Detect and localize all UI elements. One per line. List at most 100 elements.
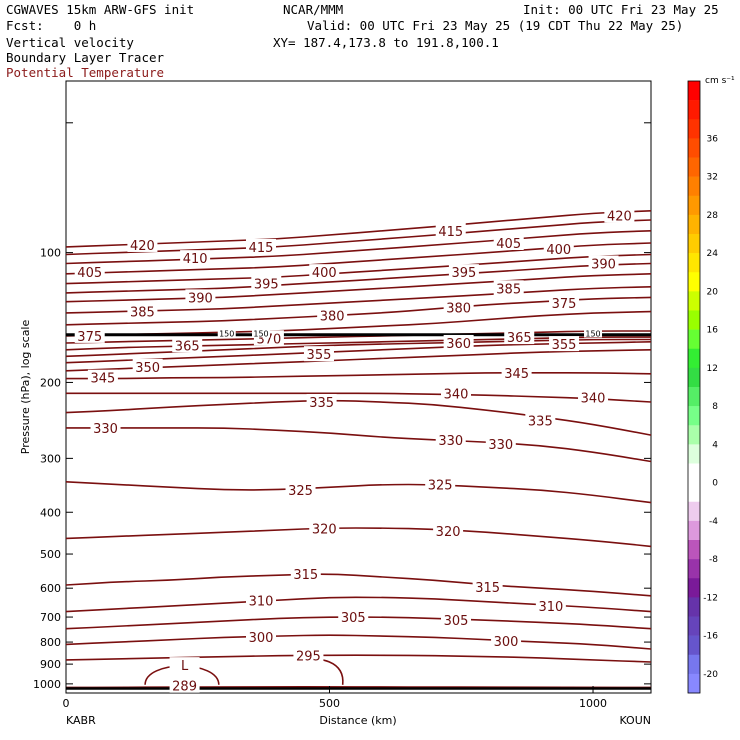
contour-label: 420 — [607, 209, 632, 224]
contour-label: 305 — [444, 614, 469, 629]
contour-label: 390 — [188, 291, 213, 306]
colorbar-swatch — [688, 214, 700, 235]
colorbar-swatch — [688, 81, 700, 101]
y-tick-label: 300 — [40, 452, 61, 465]
y-tick-label: 500 — [40, 548, 61, 561]
colorbar-swatch — [688, 387, 700, 407]
colorbar-tick-label: -16 — [703, 632, 718, 642]
cross-section-endpoints: XY= 187.4,173.8 to 191.8,100.1 — [273, 35, 499, 50]
colorbar-tick-label: -12 — [703, 593, 718, 603]
colorbar-tick-label: 12 — [707, 364, 718, 374]
colorbar-swatch — [688, 597, 700, 617]
y-axis: 100 200 300 400 500 600 700 800 900 1000 — [33, 122, 651, 691]
contour-label-bg — [448, 264, 479, 280]
contour-label: 330 — [488, 438, 513, 453]
colorbar-swatch — [688, 272, 700, 292]
contour-label-bg — [433, 522, 464, 538]
contour-label: 375 — [77, 330, 102, 345]
contour-label: 315 — [293, 568, 318, 583]
colorbar-swatch — [688, 176, 700, 197]
colorbar-swatch — [688, 157, 700, 177]
colorbar-tick-label: 36 — [707, 134, 719, 144]
tracer-label-bg — [584, 328, 603, 338]
contour-label-bg — [338, 609, 369, 625]
colorbar-frame — [687, 80, 701, 694]
contour-label: 365 — [507, 331, 532, 346]
contour-label-bg — [169, 657, 200, 673]
colorbar-swatch — [688, 520, 700, 541]
contour-label: 415 — [249, 241, 274, 256]
contour-label: 315 — [475, 581, 500, 596]
contour-label-bg — [285, 481, 316, 497]
contour-390 — [65, 273, 652, 303]
colorbar-swatch — [688, 654, 700, 675]
plot-frame — [65, 80, 652, 694]
contour-label: 380 — [446, 301, 471, 316]
contour-label-bg — [251, 275, 282, 291]
colorbar-swatch — [688, 463, 700, 483]
colorbar-tick-label: -20 — [703, 670, 718, 680]
contour-label-bg — [441, 385, 471, 401]
contour-label-bg — [306, 393, 337, 409]
contour-310 — [65, 596, 652, 613]
contour-label: 345 — [504, 367, 529, 382]
colorbar-swatch — [688, 253, 700, 273]
contour-label: 385 — [496, 282, 521, 297]
contour-label: 375 — [552, 297, 577, 312]
colorbar-swatch — [688, 444, 700, 464]
colorbar-swatch — [688, 291, 700, 311]
contour-label: 395 — [451, 266, 476, 281]
contour-label-bg — [303, 346, 334, 362]
colorbar-swatch — [688, 673, 700, 694]
contour-295 — [65, 654, 652, 663]
contour-label-bg — [246, 628, 276, 644]
forecast-hour: Fcst: 0 h — [6, 18, 97, 33]
x-tick-label: 500 — [319, 697, 340, 710]
contour-label-bg — [127, 303, 158, 319]
contour-label-bg — [501, 364, 532, 380]
x-axis-label: Distance (km) — [319, 714, 396, 727]
y-axis-label: Pressure (hPa), log scale — [19, 320, 32, 455]
contour-label: 330 — [93, 422, 118, 437]
contour-label: 395 — [254, 278, 279, 293]
contour-label-bg — [443, 334, 474, 350]
contour-label-bg — [87, 369, 118, 385]
field-vertical-velocity: Vertical velocity — [6, 35, 134, 50]
contour-label-bg — [293, 647, 324, 663]
colorbar-swatch — [688, 635, 700, 656]
colorbar-swatch — [688, 482, 700, 503]
contour-label-bg — [578, 389, 609, 405]
contour-label-bg — [504, 329, 535, 345]
contour-label: 415 — [438, 225, 463, 240]
colorbar-tick-label: -4 — [709, 517, 718, 527]
contour-label: L — [181, 659, 189, 674]
contour-label: 405 — [496, 237, 521, 252]
contour-label: 300 — [494, 635, 519, 650]
colorbar-tick-label: 4 — [712, 440, 718, 450]
contour-label-bg — [491, 632, 522, 648]
colorbar-swatch — [688, 367, 700, 388]
contour-label-bg — [290, 565, 321, 581]
valid-time: Valid: 00 UTC Fri 23 May 25 (19 CDT Thu … — [307, 18, 684, 33]
x-axis: 0 500 1000 — [63, 686, 607, 710]
colorbar-swatch — [688, 195, 700, 216]
colorbar-tick-label: 32 — [707, 173, 718, 183]
tracer-label-bg — [217, 328, 236, 338]
contour-395 — [65, 262, 652, 294]
contour-label: 405 — [77, 266, 102, 281]
contour-labels: 420 410 415 405 390 395 400 415 405 400 420 390 395 3… — [74, 207, 635, 695]
colorbar-swatch — [688, 559, 700, 579]
contour-label: 330 — [438, 434, 463, 449]
field-boundary-layer-tracer: Boundary Layer Tracer — [6, 50, 165, 65]
contour-label-bg — [441, 612, 471, 628]
contour-label-bg — [493, 280, 524, 296]
colorbar-swatch — [688, 616, 700, 636]
contour-label-bg — [604, 207, 635, 223]
colorbar-tick-label: 20 — [707, 287, 719, 297]
colorbar: 36 32 28 24 20 16 12 8 4 0 -4 -8 -12 -16 -20 — [687, 80, 719, 694]
contour-label-bg — [443, 299, 474, 315]
contour-label: 340 — [444, 387, 469, 402]
contour-label-bg — [485, 436, 516, 452]
contour-label-bg — [525, 412, 556, 428]
